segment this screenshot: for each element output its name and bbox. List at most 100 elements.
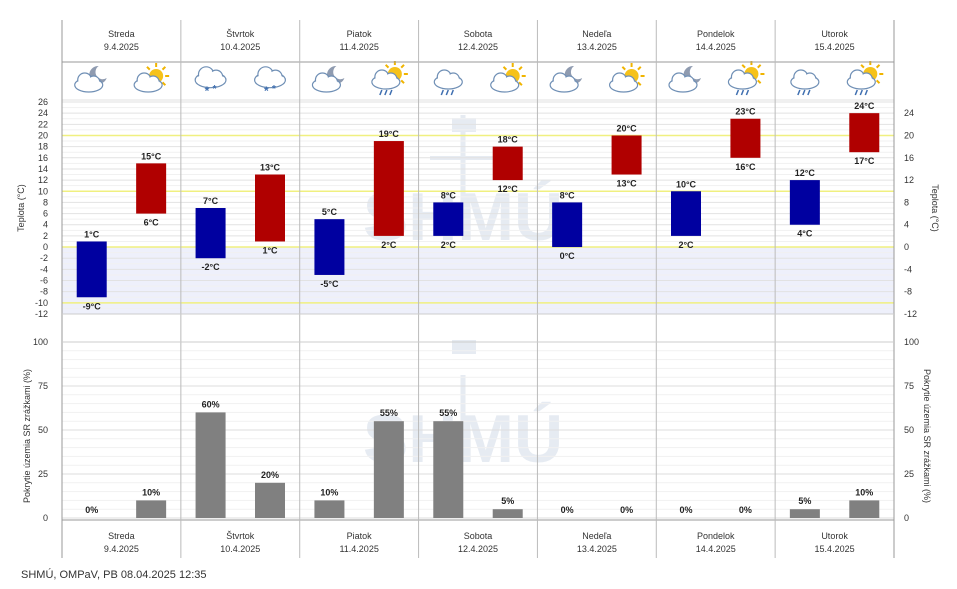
day-date: 10.4.2025 xyxy=(220,544,260,554)
night-temp-bar xyxy=(195,208,226,259)
rain-drop xyxy=(864,89,868,96)
day-partly-cloudy-icon xyxy=(608,63,645,93)
temp-tick-label-left: -4 xyxy=(40,264,48,274)
day-date: 11.4.2025 xyxy=(339,544,378,554)
temp-tick-label-left: 4 xyxy=(43,220,48,230)
snow-flake: * xyxy=(264,84,269,98)
cloud-fill xyxy=(375,71,388,83)
day-name: Utorok xyxy=(821,531,848,541)
precip-tick-label-right: 50 xyxy=(904,425,914,435)
day-name: Piatok xyxy=(347,29,373,39)
temp-tick-label-left: -10 xyxy=(35,298,48,308)
watermark-vane xyxy=(452,118,476,132)
cloud-snow-icon: * * xyxy=(194,66,227,98)
precip-value-label: 60% xyxy=(202,399,220,409)
temp-max-label: 8°C xyxy=(441,190,457,200)
day-cloud-rain-icon xyxy=(846,61,884,96)
temp-tick-label-right: -4 xyxy=(904,264,912,274)
day-temp-bar xyxy=(373,141,404,236)
temp-max-label: 10°C xyxy=(676,179,697,189)
night-temp-bar xyxy=(552,202,583,248)
temp-tick-label-left: 6 xyxy=(43,209,48,219)
snow-flake: * xyxy=(272,84,276,95)
temperature-axis: -12-10-8-6-4-202468101214161820222426-12… xyxy=(16,97,940,319)
precipitation-bars: 0% 10% 60% 20% 10% 55% 55% 5% 0% 0% 0% 0% 5% 10% xyxy=(85,399,880,518)
precip-value-label: 10% xyxy=(320,487,338,497)
rain-drop xyxy=(859,89,863,96)
day-date: 10.4.2025 xyxy=(220,42,260,52)
temp-min-label: 0°C xyxy=(560,251,576,261)
day-date: 13.4.2025 xyxy=(577,544,617,554)
cloud-fill xyxy=(316,74,329,86)
sun-ray xyxy=(860,64,865,69)
cloud-fill xyxy=(851,71,864,83)
precip-axis-label-left: Pokrytie územia SR zrážkami (%) xyxy=(22,369,32,503)
night-partly-cloudy-icon xyxy=(549,65,583,93)
temp-axis-label-right: Teplota (°C) xyxy=(930,184,940,232)
cloud-fill xyxy=(732,71,745,83)
rain-drop xyxy=(384,89,388,96)
day-name: Pondelok xyxy=(697,29,735,39)
day-name: Streda xyxy=(108,531,135,541)
temp-tick-label-left: -6 xyxy=(40,276,48,286)
precip-value-label: 10% xyxy=(142,487,160,497)
precip-tick-label-right: 100 xyxy=(904,337,919,347)
temp-tick-label-left: 8 xyxy=(43,197,48,207)
temp-max-label: 19°C xyxy=(379,129,400,139)
temp-min-label: 13°C xyxy=(617,179,638,189)
rain-drop xyxy=(802,89,806,96)
sun-ray xyxy=(637,66,642,71)
day-date: 13.4.2025 xyxy=(577,42,617,52)
cloud-icon xyxy=(311,72,342,93)
day-temp-bar xyxy=(255,174,285,242)
day-temp-bar xyxy=(136,163,167,214)
precip-bar xyxy=(849,500,880,518)
sun-ray xyxy=(637,81,642,86)
day-name: Sobota xyxy=(464,29,493,39)
temp-min-label: -9°C xyxy=(83,301,102,311)
rain-drop xyxy=(389,89,393,96)
precip-value-label: 0% xyxy=(561,505,574,515)
night-partly-cloudy-icon xyxy=(668,65,701,93)
temp-min-label: 12°C xyxy=(498,184,519,194)
temp-tick-label-left: 10 xyxy=(38,186,48,196)
day-name: Streda xyxy=(108,29,135,39)
temp-tick-label-right: 0 xyxy=(904,242,909,252)
temp-tick-label-left: 2 xyxy=(43,231,48,241)
day-header-top: Streda 9.4.2025 Štvrtok 10.4.2025 Piatok 11.4… xyxy=(104,29,855,52)
precip-tick-label-left: 100 xyxy=(33,337,48,347)
day-date: 9.4.2025 xyxy=(104,544,139,554)
cloud-icon xyxy=(727,69,758,90)
cloud-fill xyxy=(554,74,567,86)
precip-value-label: 0% xyxy=(85,505,98,515)
temp-max-label: 20°C xyxy=(617,123,638,133)
day-name: Štvrtok xyxy=(226,531,255,541)
temp-max-label: 12°C xyxy=(795,168,816,178)
cloud-fill xyxy=(148,77,159,87)
temperature-bars: 1°C -9°C 15°C 6°C 7°C -2°C 13°C 1°C 5°C -5°C 19°C 2… xyxy=(76,101,880,311)
temp-tick-label-right: 4 xyxy=(904,220,909,230)
temp-tick-label-right: 16 xyxy=(904,153,914,163)
cloud-rain-icon xyxy=(790,69,820,96)
temp-axis-label-left: Teplota (°C) xyxy=(16,184,26,232)
day-temp-bar xyxy=(611,135,642,175)
temp-min-label: 16°C xyxy=(735,162,756,172)
day-cloud-rain-icon xyxy=(727,61,765,96)
cloud-icon xyxy=(549,72,579,93)
cloud-rain-icon xyxy=(433,69,463,96)
temp-max-label: 23°C xyxy=(735,107,756,117)
temp-tick-label-left: 16 xyxy=(38,153,48,163)
rain-drop xyxy=(450,89,454,96)
cloud-snow-icon: * * xyxy=(254,66,287,98)
cloud-icon xyxy=(194,66,227,89)
cloud-fill xyxy=(199,67,213,82)
sun-ray xyxy=(384,64,390,69)
night-temp-bar xyxy=(671,191,701,236)
night-temp-bar xyxy=(314,219,345,275)
temp-min-label: 6°C xyxy=(144,218,160,228)
sun-ray xyxy=(875,79,881,84)
cloud-icon xyxy=(371,69,401,90)
snow-flake: * xyxy=(205,84,210,98)
night-partly-cloudy-icon xyxy=(311,65,345,93)
day-cloud-rain-icon xyxy=(371,61,408,96)
